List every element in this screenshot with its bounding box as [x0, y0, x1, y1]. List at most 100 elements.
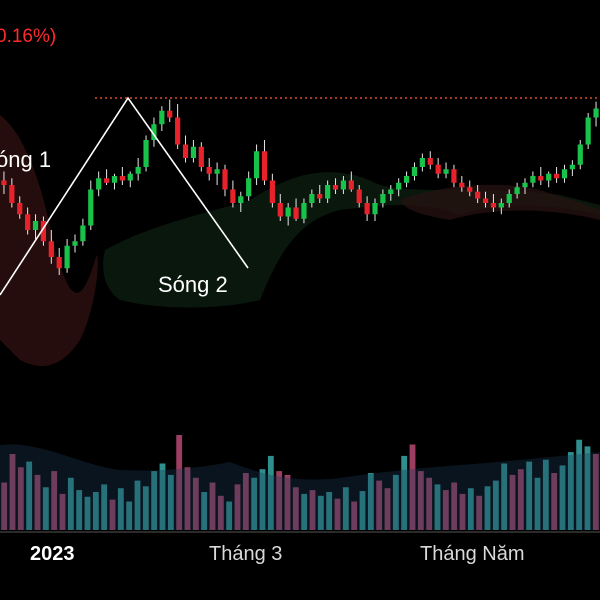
candle: [459, 176, 465, 192]
price-change-text: 0.16%): [0, 26, 57, 47]
candle: [356, 185, 362, 208]
volume-bar: [51, 471, 58, 530]
volume-bar: [584, 446, 591, 530]
volume-bar: [117, 488, 124, 530]
volume-bar: [367, 473, 374, 530]
candle: [309, 189, 315, 208]
volume-bar: [317, 495, 324, 530]
candle: [80, 218, 86, 246]
volume-bar: [376, 480, 383, 530]
volume-bar: [417, 471, 424, 530]
candle: [277, 194, 283, 221]
candle: [222, 164, 228, 197]
candle: [490, 194, 497, 212]
candle: [238, 191, 244, 212]
x-tick-label: Tháng Năm: [420, 543, 525, 565]
volume-bar: [517, 469, 524, 530]
candle: [167, 99, 173, 122]
candle: [506, 189, 512, 208]
candle: [151, 117, 157, 147]
candle: [285, 203, 291, 226]
candle: [127, 171, 133, 188]
candle: [190, 140, 197, 163]
candle: [553, 167, 560, 183]
volume-bar: [326, 492, 333, 530]
candle: [56, 248, 62, 275]
volume-bar: [509, 474, 516, 530]
candle: [538, 167, 544, 185]
candle: [25, 207, 31, 235]
volume-bar: [334, 498, 341, 530]
volume-bar: [167, 474, 174, 530]
volume-bar: [34, 474, 41, 530]
volume-bar: [284, 474, 291, 530]
candle: [111, 173, 118, 190]
volume-bar: [84, 496, 91, 530]
volume-bar: [476, 495, 483, 530]
candle: [332, 178, 339, 194]
candle: [340, 176, 347, 194]
volume-bar: [92, 492, 99, 530]
volume-bar: [126, 501, 133, 530]
volume-bar: [401, 455, 408, 530]
volume-bar: [384, 488, 391, 530]
volume-bar: [242, 473, 249, 530]
candle: [301, 198, 307, 224]
volume-bar: [176, 435, 183, 530]
volume-bar: [409, 444, 416, 530]
candle: [514, 182, 520, 199]
candle: [348, 171, 354, 192]
volume-bar: [467, 488, 474, 530]
candle: [72, 234, 78, 253]
volume-bar: [276, 471, 283, 530]
volume-bar: [392, 474, 399, 530]
volume-bar: [292, 487, 299, 530]
volume-bar: [59, 493, 66, 530]
candle: [443, 162, 449, 179]
candle: [230, 180, 236, 208]
volume-bar: [342, 487, 349, 530]
volume-bar: [542, 459, 549, 530]
candle: [175, 104, 181, 149]
x-tick-label: Tháng 3: [209, 543, 283, 565]
candle: [546, 171, 552, 188]
volume-bar: [459, 493, 466, 530]
volume-bar: [159, 463, 166, 530]
volume-bar: [26, 461, 33, 530]
volume-bar: [309, 490, 316, 530]
candle: [577, 140, 583, 170]
volume-bar: [359, 491, 366, 530]
volume-bar: [434, 484, 441, 530]
volume-bar: [301, 493, 308, 530]
candle: [9, 178, 15, 208]
candle: [396, 178, 402, 197]
x-tick-label: 2023: [30, 543, 75, 565]
volume-bar: [226, 501, 233, 530]
candle: [269, 173, 275, 208]
candle: [293, 198, 299, 221]
volume-bar: [101, 484, 108, 530]
volume-bar: [559, 465, 566, 530]
candle: [317, 185, 323, 203]
volume-bar: [484, 486, 491, 530]
candle: [246, 171, 252, 201]
volume-bar: [526, 461, 533, 530]
volume-bar: [9, 454, 16, 530]
volume-bar: [134, 480, 141, 530]
candle: [40, 216, 47, 246]
volume-bar: [76, 490, 83, 530]
volume-ma-area: [0, 444, 600, 530]
candle: [475, 185, 481, 203]
candle: [498, 198, 504, 215]
candle: [427, 151, 433, 170]
candle: [32, 214, 39, 239]
candle: [198, 142, 204, 172]
candle: [451, 164, 457, 188]
volume-bar: [351, 501, 358, 530]
wave-2-label: Sóng 2: [158, 272, 228, 297]
wave-line: [0, 96, 249, 296]
volume-bar: [109, 499, 116, 530]
volume-bar: [426, 477, 433, 530]
volume-bar: [259, 469, 266, 530]
